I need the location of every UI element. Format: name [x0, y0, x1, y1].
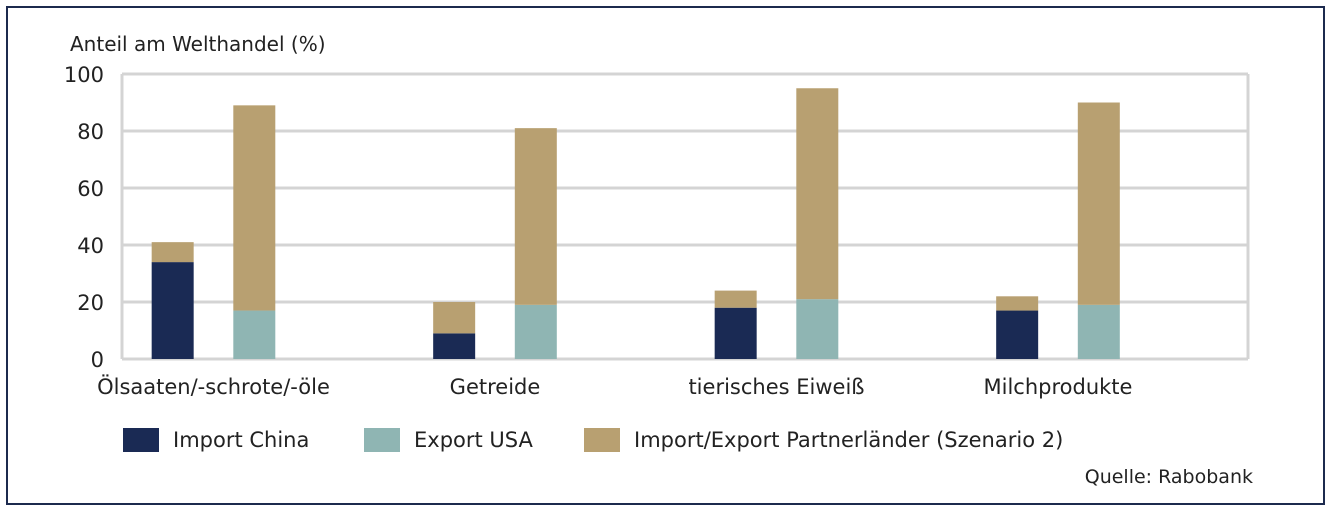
x-tick-label: Ölsaaten/-schrote/-öle	[97, 374, 330, 399]
bar-segment-partner	[796, 88, 839, 300]
legend-label-import-china: Import China	[173, 428, 310, 452]
legend-swatch-import-china	[123, 428, 159, 452]
x-tick-label: tierisches Eiweiß	[688, 375, 864, 399]
bar-segment-partner	[233, 105, 276, 311]
bar-segment-export-usa	[796, 299, 839, 359]
y-tick-label: 0	[91, 348, 104, 372]
legend-label-partner: Import/Export Partnerländer (Szenario 2)	[634, 428, 1064, 452]
bar-segment-partner	[151, 242, 194, 263]
y-tick-label: 20	[77, 291, 104, 315]
legend-item-export-usa: Export USA	[364, 428, 533, 452]
legend-label-export-usa: Export USA	[414, 428, 533, 452]
bar-segment-import-china	[433, 333, 476, 359]
bar-segment-export-usa	[233, 310, 276, 359]
legend-item-import-china: Import China	[123, 428, 309, 452]
legend-swatch-export-usa	[364, 428, 400, 452]
bar-segment-partner	[433, 302, 476, 334]
bar-segment-export-usa	[514, 304, 557, 359]
y-tick-label: 40	[77, 234, 104, 258]
source-note: Quelle: Rabobank	[1084, 466, 1253, 488]
bar-segment-partner	[714, 290, 757, 308]
y-tick-label: 100	[64, 63, 104, 87]
y-axis-title: Anteil am Welthandel (%)	[70, 32, 326, 56]
bar-segment-import-china	[996, 310, 1039, 359]
bar-segment-export-usa	[1077, 304, 1120, 359]
bar-segment-import-china	[151, 262, 194, 359]
bar-segment-partner	[996, 296, 1039, 311]
y-tick-label: 80	[77, 120, 104, 144]
legend-swatch-partner	[584, 428, 620, 452]
legend-item-partner: Import/Export Partnerländer (Szenario 2)	[584, 428, 1063, 452]
bar-segment-import-china	[714, 307, 757, 359]
y-tick-label: 60	[77, 177, 104, 201]
x-tick-label: Milchprodukte	[984, 375, 1133, 399]
x-tick-label: Getreide	[450, 375, 541, 399]
bar-segment-partner	[514, 128, 557, 305]
bar-segment-partner	[1077, 102, 1120, 305]
